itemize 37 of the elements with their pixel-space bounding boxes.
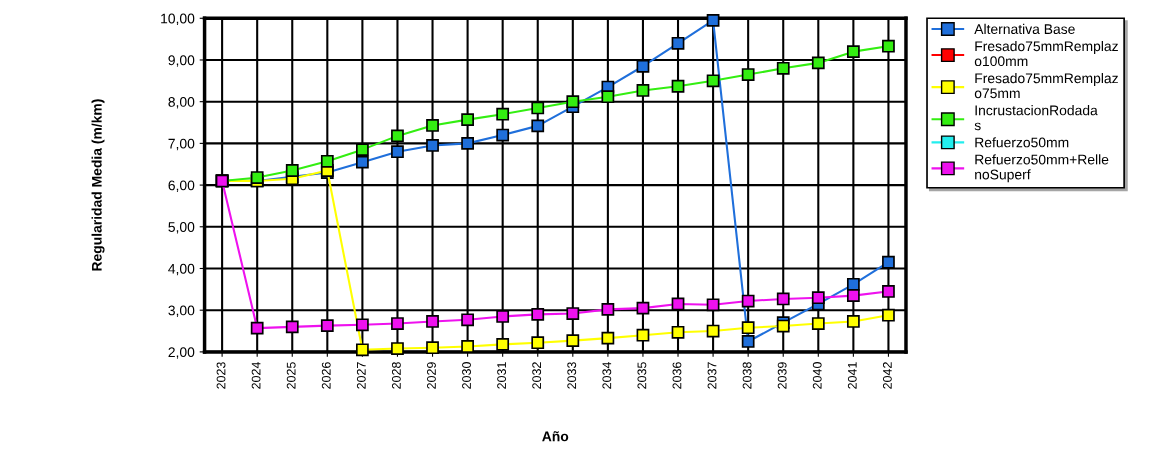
x-tick-label: 2030	[462, 362, 471, 389]
x-tick-label: 2032	[532, 362, 542, 389]
y-tick-label: 4,00	[168, 263, 195, 276]
y-tick-label: 9,00	[168, 55, 195, 67]
legend-label: Fresado75mmRemplazo100mm	[974, 40, 1118, 67]
y-tick-label: 7,00	[168, 138, 195, 151]
x-tick-label: 2038	[742, 362, 752, 389]
y-axis-title: Regularidad Media (m/km)	[91, 99, 105, 271]
x-tick-label: 2041	[847, 362, 857, 389]
y-tick-label: 10,00	[161, 13, 195, 26]
x-tick-label: 2029	[427, 362, 436, 389]
legend-label: Refuerzo50mm	[975, 137, 1069, 148]
x-tick-label: 2033	[567, 362, 577, 389]
x-tick-label: 2031	[497, 362, 507, 389]
x-tick-label: 2028	[391, 362, 401, 389]
y-tick-label: 6,00	[168, 180, 195, 192]
x-tick-label: 2037	[707, 362, 717, 389]
x-tick-label: 2036	[672, 362, 682, 389]
x-tick-label: 2034	[602, 361, 612, 389]
legend-label: Refuerzo50mm+RellenoSuperf	[975, 154, 1109, 183]
x-tick-label: 2025	[286, 362, 296, 389]
x-tick-label: 2039	[777, 362, 787, 389]
x-tick-label: 2040	[812, 362, 822, 389]
x-tick-label: 2035	[637, 362, 647, 389]
legend-label: IncrustacionRodadas	[974, 105, 1098, 131]
x-tick-label: 2024	[251, 361, 261, 389]
x-axis-title: Año	[542, 431, 569, 442]
y-tick-label: 2,00	[168, 347, 195, 359]
legend-label: Alternativa Base	[974, 23, 1075, 35]
y-tick-label: 5,00	[168, 222, 195, 234]
x-tick-label: 2042	[882, 362, 892, 389]
x-tick-label: 2027	[356, 362, 366, 389]
x-tick-label: 2023	[216, 362, 226, 389]
y-tick-label: 8,00	[168, 97, 195, 109]
x-tick-label: 2026	[321, 362, 331, 389]
y-tick-label: 3,00	[168, 305, 195, 317]
legend-label: Fresado75mmRemplazo75mm	[974, 73, 1118, 99]
